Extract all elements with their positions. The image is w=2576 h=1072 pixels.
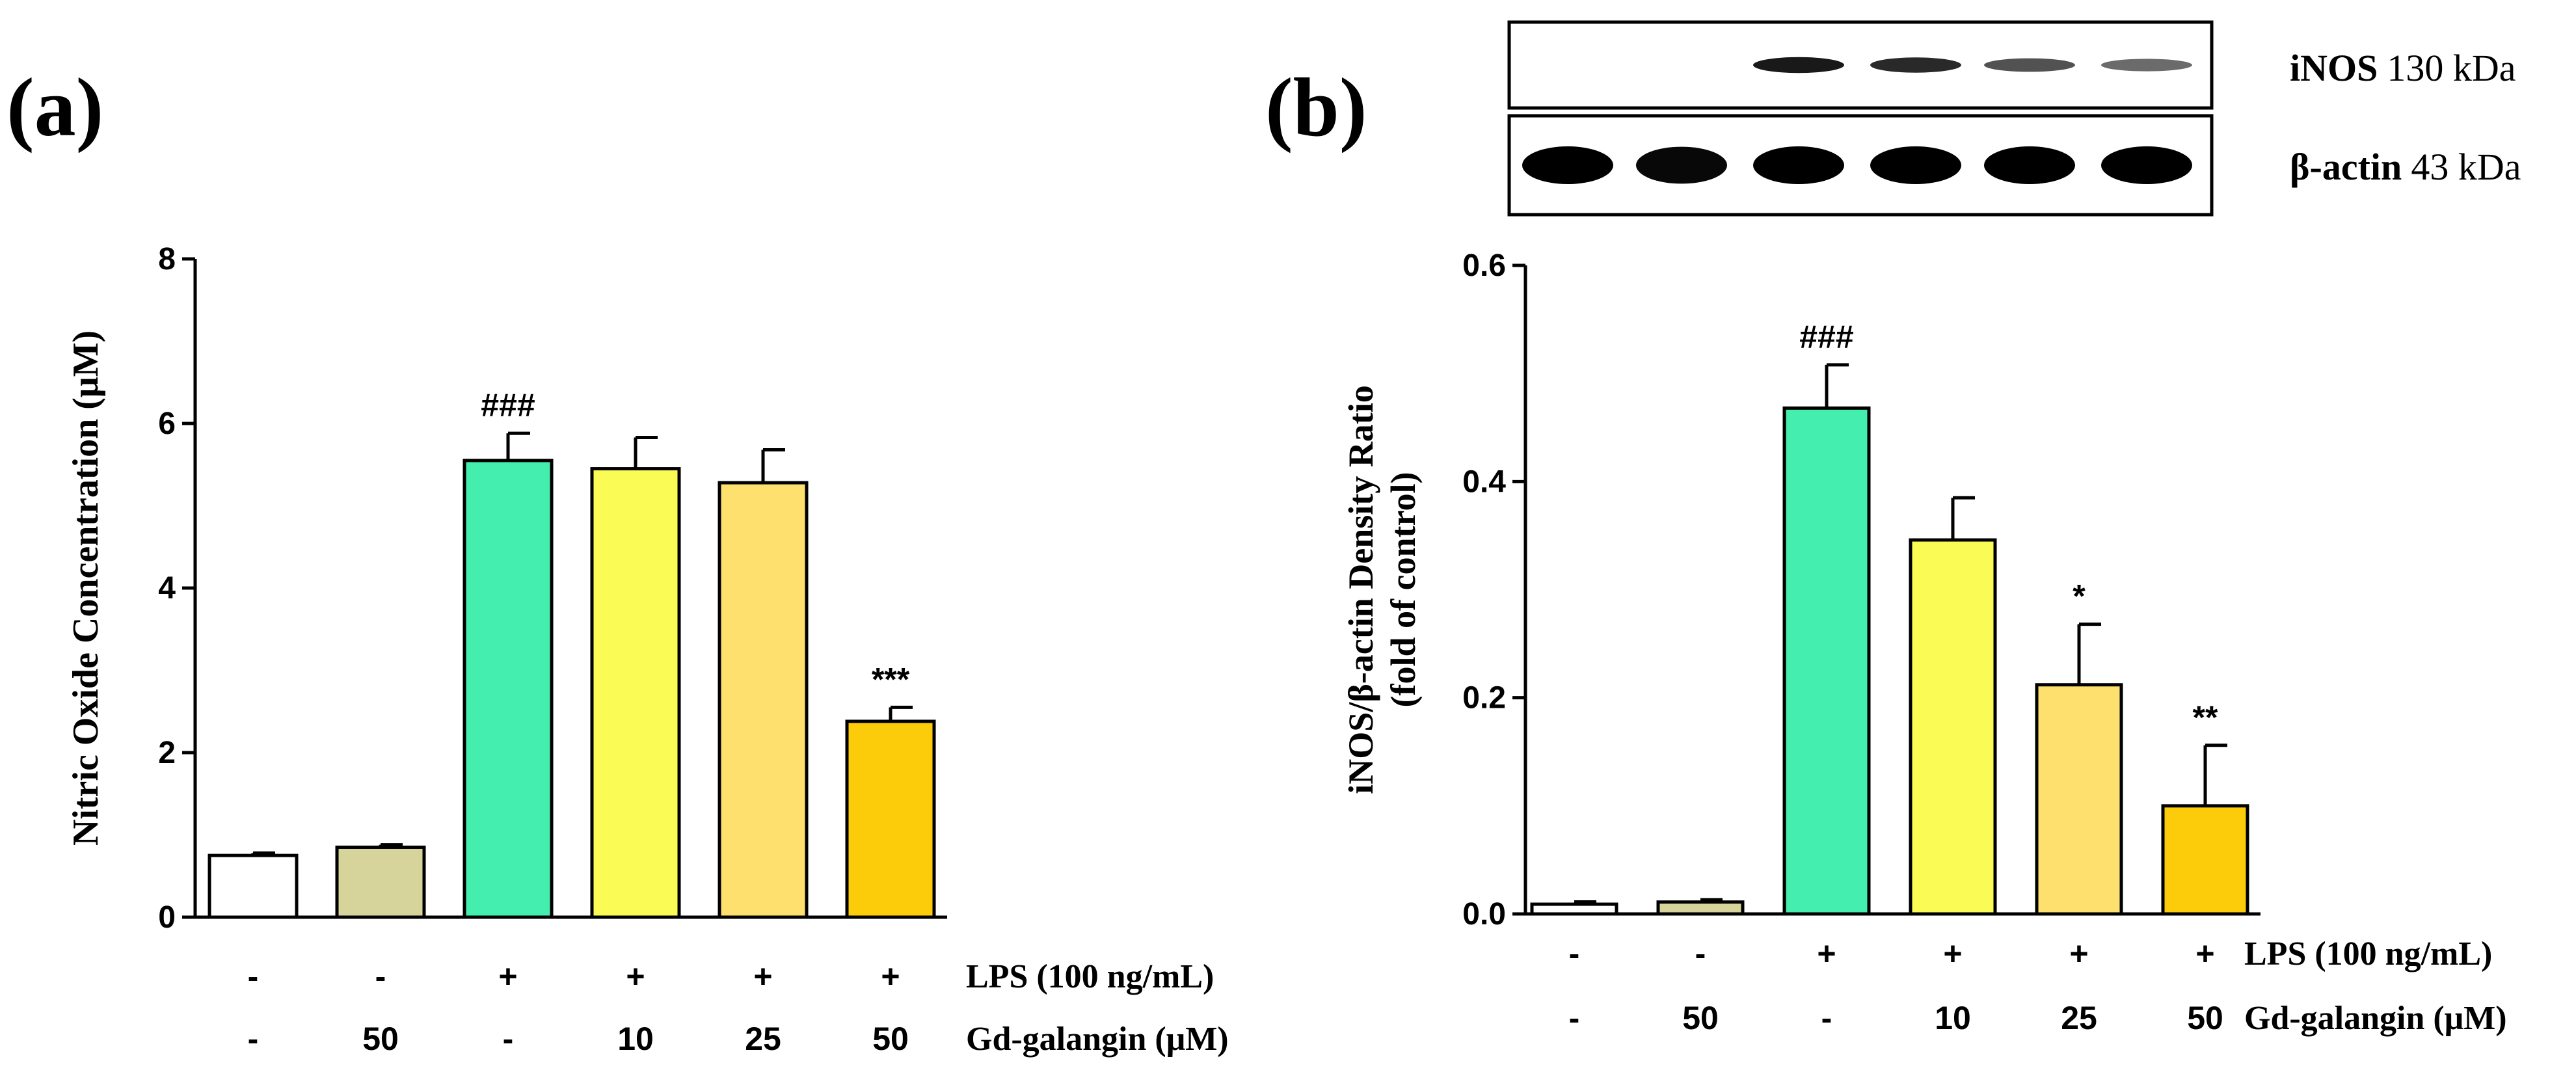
treatment-value: - <box>1569 935 1580 972</box>
blot-label-inos: iNOS 130 kDa <box>2290 47 2516 89</box>
treatment-value: 25 <box>745 1021 781 1057</box>
treatment-value: + <box>1817 935 1836 972</box>
bar <box>463 459 554 919</box>
blot-label-actin: β-actin 43 kDa <box>2290 146 2521 188</box>
y-tick-label: 0.6 <box>1462 248 1506 283</box>
treatment-value: 50 <box>362 1021 399 1057</box>
blot-inos-name: iNOS <box>2290 47 2378 89</box>
bar <box>2035 683 2123 916</box>
y-tick-label: 4 <box>158 571 176 606</box>
y-axis-label-2: (fold of control) <box>1384 472 1423 708</box>
panel-a-label: (a) <box>7 61 103 154</box>
y-axis-label: Nitric Oxide Concentration (μM) <box>66 330 106 846</box>
bar <box>718 481 809 919</box>
blot-inos-size: 130 kDa <box>2387 47 2516 89</box>
y-tick-label: 6 <box>158 407 176 441</box>
blot-actin-frame <box>1507 114 2214 217</box>
blot-inos-frame <box>1507 20 2214 110</box>
treatment-value: + <box>753 958 772 995</box>
blot-actin-size: 43 kDa <box>2411 146 2521 188</box>
y-tick-label: 0.2 <box>1462 681 1506 716</box>
blot-band <box>1870 146 1961 184</box>
significance-label: ** <box>2193 699 2218 736</box>
panel-b-label: (b) <box>1265 61 1367 154</box>
significance-label: * <box>2073 578 2086 615</box>
blot-band <box>2101 146 2192 184</box>
treatment-value: 50 <box>2187 1000 2223 1036</box>
treatment-value: + <box>498 958 517 995</box>
treatment-row-label: Gd-galangin (μM) <box>2244 1000 2507 1037</box>
treatment-value: 10 <box>1935 1000 1971 1036</box>
bar <box>1656 900 1745 916</box>
y-tick-label: 0.0 <box>1462 897 1506 931</box>
y-tick-label: 0.4 <box>1462 464 1506 499</box>
western-blot: iNOS 130 kDa β-actin 43 kDa <box>1507 20 2521 217</box>
treatment-value: - <box>1821 1000 1832 1036</box>
y-axis-label: iNOS/β-actin Density Ratio <box>1341 385 1380 794</box>
bar <box>208 853 299 919</box>
chart-a: 0 2 4 6 8 Nitric Oxide Concentration (μM) ### *… <box>66 242 1229 1058</box>
treatment-row-label: Gd-galangin (μM) <box>966 1021 1229 1058</box>
treatment-value: 10 <box>617 1021 654 1057</box>
bar <box>1909 538 1997 916</box>
blot-band <box>1984 58 2075 72</box>
bar <box>590 467 681 919</box>
treatment-value: 25 <box>2061 1000 2097 1036</box>
treatment-value: - <box>248 1021 259 1057</box>
y-tick-label: 2 <box>158 736 176 770</box>
blot-band <box>1753 57 1844 74</box>
treatment-value: - <box>248 958 259 995</box>
significance-label: ### <box>1799 319 1853 355</box>
treatment-value: + <box>881 958 900 995</box>
y-tick-label: 8 <box>158 242 176 276</box>
blot-band <box>1753 146 1844 184</box>
blot-actin-name: β-actin <box>2290 146 2402 188</box>
significance-label: *** <box>872 661 910 697</box>
treatment-row-label: LPS (100 ng/mL) <box>966 958 1214 995</box>
blot-band <box>1636 146 1727 184</box>
treatment-value: 50 <box>872 1021 909 1057</box>
significance-label: ### <box>481 387 535 423</box>
treatment-value: - <box>503 1021 514 1057</box>
treatment-value: + <box>2069 935 2088 972</box>
treatment-value: + <box>2195 935 2214 972</box>
treatment-value: + <box>1943 935 1962 972</box>
bar <box>1530 902 1618 916</box>
blot-band <box>1870 57 1961 73</box>
chart-b: 0.0 0.2 0.4 0.6 iNOS/β-actin Density Ratio (f… <box>1341 248 2507 1037</box>
blot-band <box>2101 59 2192 72</box>
treatment-value: - <box>375 958 386 995</box>
bar <box>845 719 936 919</box>
treatment-value: - <box>1695 935 1706 972</box>
treatment-value: 50 <box>1682 1000 1719 1036</box>
treatment-value: + <box>626 958 645 995</box>
blot-band <box>1984 146 2075 184</box>
y-tick-label: 0 <box>158 900 176 935</box>
bar <box>2161 804 2249 916</box>
blot-band <box>1522 146 1613 184</box>
bar <box>335 845 426 919</box>
treatment-value: - <box>1569 1000 1580 1036</box>
treatment-row-label: LPS (100 ng/mL) <box>2244 935 2492 972</box>
bar <box>1782 406 1871 916</box>
